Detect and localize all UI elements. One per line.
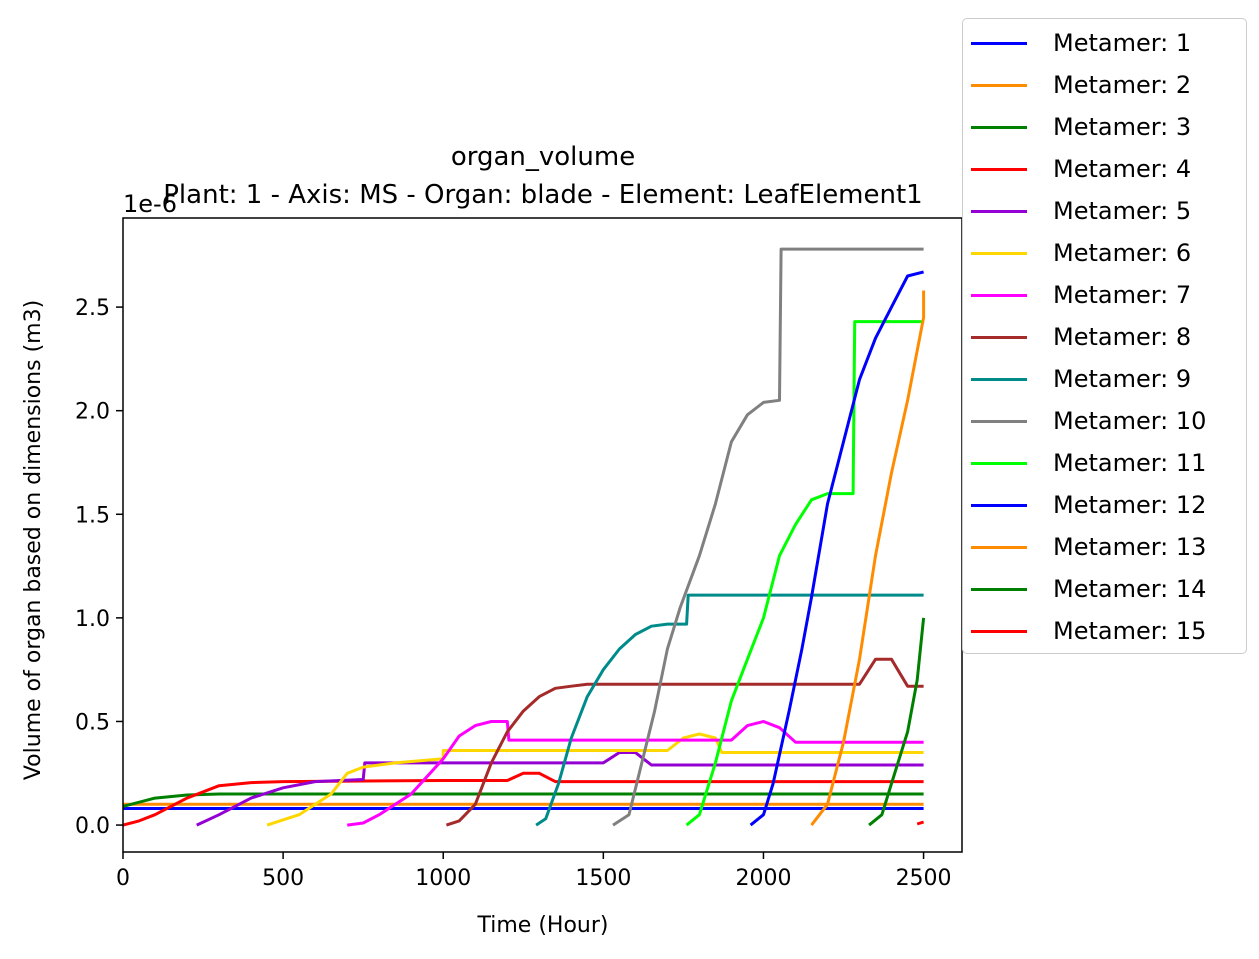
legend-label: Metamer: 12 [1053,491,1207,519]
chart-subtitle: Plant: 1 - Axis: MS - Organ: blade - Ele… [163,180,922,210]
series-line-metamer-9 [535,593,924,827]
x-tick-label: 2500 [896,866,952,891]
y-tick-label: 0.5 [75,710,110,735]
legend-label: Metamer: 14 [1053,575,1207,603]
legend-item: Metamer: 14 [971,575,1206,603]
legend-label: Metamer: 6 [1053,239,1192,267]
y-tick-label: 1.5 [75,503,110,528]
legend-label: Metamer: 9 [1053,365,1192,393]
legend-swatch [971,209,1027,213]
legend-swatch [971,251,1027,255]
legend-item: Metamer: 5 [971,197,1191,225]
x-axis-label: Time (Hour) [477,913,609,938]
legend-swatch [971,125,1027,129]
series-line-metamer-12 [749,270,924,827]
y-tick-label: 1.0 [75,607,110,632]
legend-swatch [971,419,1027,423]
legend-item: Metamer: 8 [971,323,1191,351]
series-line-metamer-7 [347,720,924,827]
x-tick-label: 1500 [575,866,631,891]
legend-swatch [971,587,1027,591]
y-axis-label: Volume of organ based on dimensions (m3) [21,300,46,780]
x-tick-label: 0 [116,866,130,891]
legend: Metamer: 1 Metamer: 2 Metamer: 3 Metamer: 4… [962,18,1247,654]
series-line-metamer-14 [868,617,926,827]
series-line-metamer-4 [122,771,924,827]
legend-label: Metamer: 3 [1053,113,1192,141]
legend-item: Metamer: 9 [971,365,1191,393]
legend-item: Metamer: 13 [971,533,1206,561]
legend-label: Metamer: 15 [1053,617,1207,645]
legend-swatch [971,41,1027,45]
legend-item: Metamer: 4 [971,155,1191,183]
legend-swatch [971,167,1027,171]
legend-item: Metamer: 2 [971,71,1191,99]
legend-label: Metamer: 13 [1053,533,1207,561]
legend-swatch [971,377,1027,381]
legend-label: Metamer: 8 [1053,323,1192,351]
legend-item: Metamer: 12 [971,491,1206,519]
legend-swatch [971,629,1027,633]
x-tick-label: 2000 [735,866,791,891]
y-tick-label: 0.0 [75,814,110,839]
legend-swatch [971,461,1027,465]
y-tick-label: 2.0 [75,400,110,425]
legend-swatch [971,293,1027,297]
legend-item: Metamer: 7 [971,281,1191,309]
series-line-metamer-15 [916,820,925,826]
chart-title: organ_volume [451,142,635,172]
series-line-metamer-6 [266,732,924,827]
legend-swatch [971,335,1027,339]
series-layer [122,247,926,827]
legend-label: Metamer: 7 [1053,281,1192,309]
legend-item: Metamer: 10 [971,407,1206,435]
y-axis-multiplier: 1e-6 [123,190,177,218]
legend-item: Metamer: 11 [971,449,1206,477]
x-tick-label: 500 [262,866,304,891]
legend-label: Metamer: 11 [1053,449,1207,477]
legend-item: Metamer: 6 [971,239,1191,267]
y-tick-label: 2.5 [75,296,110,321]
legend-label: Metamer: 2 [1053,71,1192,99]
series-line-metamer-13 [810,290,926,827]
legend-swatch [971,503,1027,507]
series-line-metamer-8 [445,657,924,827]
series-line-metamer-11 [685,320,924,827]
legend-item: Metamer: 3 [971,113,1191,141]
legend-item: Metamer: 1 [971,29,1191,57]
legend-item: Metamer: 15 [971,617,1206,645]
series-line-metamer-10 [612,247,924,827]
legend-swatch [971,545,1027,549]
legend-label: Metamer: 4 [1053,155,1192,183]
legend-label: Metamer: 5 [1053,197,1192,225]
x-tick-label: 1000 [415,866,471,891]
legend-swatch [971,83,1027,87]
series-line-metamer-3 [122,792,924,808]
legend-label: Metamer: 1 [1053,29,1192,57]
plot-frame [122,217,963,853]
series-line-metamer-5 [196,751,924,827]
legend-label: Metamer: 10 [1053,407,1207,435]
ticks-layer: 0 500 1000 1500 2000 2500 0.0 0.5 1.0 1.5 2.0 2.5 [75,296,952,891]
